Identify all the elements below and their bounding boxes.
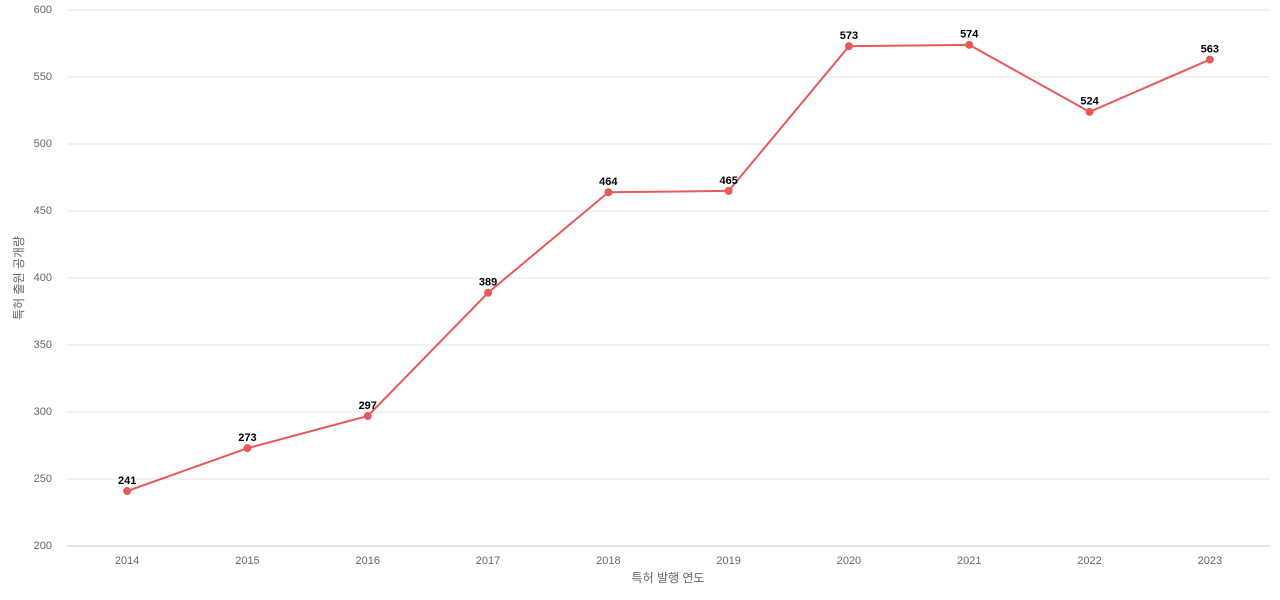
y-axis-title: 특허 출원 공개량 <box>12 236 26 320</box>
value-label: 563 <box>1201 43 1219 55</box>
x-tick-label: 2021 <box>957 555 981 567</box>
point <box>844 42 853 51</box>
point <box>604 188 613 197</box>
y-tick-label: 500 <box>34 138 52 150</box>
value-label: 389 <box>479 277 497 289</box>
point <box>1205 55 1214 64</box>
x-tick-label: 2017 <box>476 555 500 567</box>
value-label: 574 <box>960 29 979 41</box>
x-tick-label: 2022 <box>1077 555 1101 567</box>
point <box>484 288 493 297</box>
point <box>123 487 132 496</box>
value-label: 464 <box>599 176 618 188</box>
point <box>724 186 733 195</box>
line <box>126 43 1211 493</box>
x-tick-label: 2020 <box>837 555 861 567</box>
y-tick-label: 200 <box>34 540 52 552</box>
value-label: 273 <box>238 432 256 444</box>
value-label: 297 <box>359 400 377 412</box>
point <box>1085 107 1094 116</box>
y-tick-label: 400 <box>34 272 52 284</box>
y-tick-label: 550 <box>34 71 52 83</box>
x-tick-label: 2023 <box>1198 555 1222 567</box>
point <box>243 444 252 453</box>
x-tick-label: 2018 <box>596 555 620 567</box>
x-tick-label: 2016 <box>356 555 380 567</box>
value-label: 573 <box>840 30 858 42</box>
y-tick-label: 450 <box>34 205 52 217</box>
value-label: 241 <box>118 475 136 487</box>
y-tick-label: 600 <box>34 4 52 16</box>
x-tick-label: 2014 <box>115 555 139 567</box>
x-tick-label: 2019 <box>716 555 740 567</box>
point <box>363 412 372 421</box>
point <box>965 40 974 49</box>
x-tick-label: 2015 <box>235 555 259 567</box>
x-axis-title: 특허 발행 연도 <box>632 570 705 585</box>
y-tick-label: 300 <box>34 406 52 418</box>
value-label: 524 <box>1080 96 1099 108</box>
y-tick-label: 250 <box>34 473 52 485</box>
y-tick-label: 350 <box>34 339 52 351</box>
value-label: 465 <box>719 175 737 187</box>
